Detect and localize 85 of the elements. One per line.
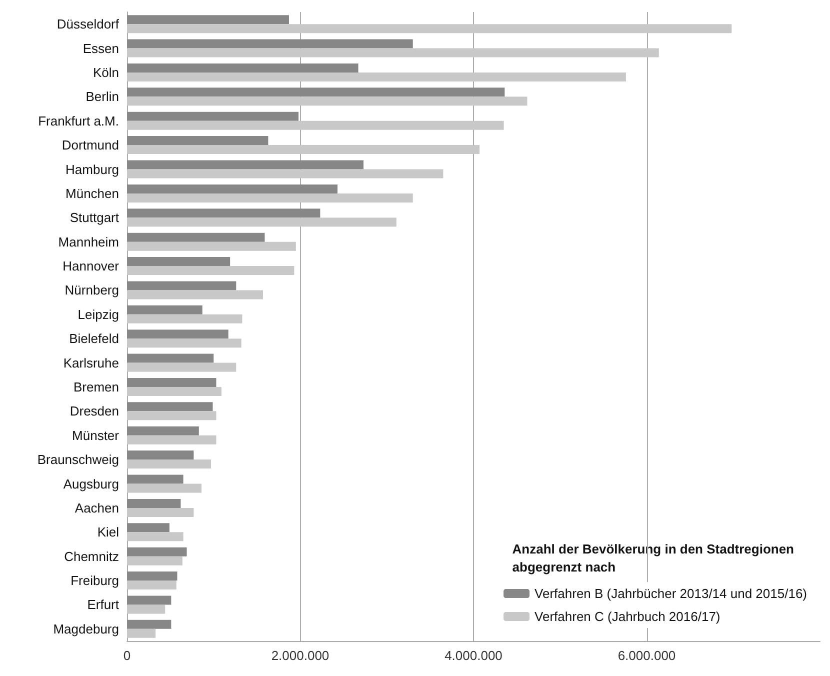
bar (127, 378, 216, 387)
bar (127, 24, 732, 34)
legend-title: Anzahl der Bevölkerung in den Stadtregionen abgegrenzt nach (512, 542, 794, 574)
bar (127, 604, 166, 614)
y-tick-label: Bremen (73, 379, 119, 394)
bar (127, 242, 296, 251)
bar (127, 72, 626, 82)
bar (127, 305, 202, 314)
y-tick-label: Dresden (70, 404, 119, 419)
y-tick-label: Kiel (97, 524, 120, 540)
y-tick-label: Mannheim (58, 234, 119, 250)
y-tick-label: Freiburg (70, 573, 119, 588)
bar (127, 281, 236, 290)
bar (127, 330, 228, 339)
bar (127, 218, 396, 227)
y-tick-label: Köln (92, 64, 119, 80)
y-tick-label: Erfurt (87, 597, 120, 612)
bar (127, 411, 216, 420)
bar (127, 460, 212, 469)
x-tick-label: 2.000.000 (271, 648, 330, 663)
bar (127, 314, 242, 324)
bar (127, 386, 222, 396)
y-tick-label: Augsburg (63, 476, 119, 492)
y-tick-label: Frankfurt a.M. (38, 113, 119, 128)
y-tick-label: München (66, 186, 119, 201)
legend-label: Verfahren B (Jahrbücher 2013/14 und 2015/16) (534, 586, 808, 601)
bar (127, 169, 444, 178)
x-tick-label: 0 (123, 648, 131, 663)
y-tick-label: Aachen (74, 500, 119, 516)
x-tick-label: 4.000.000 (444, 648, 502, 663)
y-tick-label: Stuttgart (70, 210, 120, 226)
y-tick-label: Leipzig (78, 306, 119, 322)
bar (127, 48, 659, 58)
y-tick-label: Hamburg (66, 162, 119, 177)
bar (127, 112, 299, 121)
bar (127, 266, 294, 276)
bar (127, 523, 170, 532)
bar (127, 184, 338, 194)
bar (127, 596, 172, 605)
bar (127, 193, 413, 202)
y-tick-label: Braunschweig (37, 452, 119, 468)
bar (127, 620, 172, 629)
y-tick-label: Karlsruhe (63, 355, 119, 370)
bar (127, 484, 202, 493)
bar (127, 498, 181, 508)
bar (127, 532, 184, 542)
y-tick-label: Münster (72, 428, 120, 443)
bar (127, 435, 216, 444)
bar (127, 402, 213, 412)
bar (127, 628, 156, 638)
bar (127, 88, 505, 97)
y-tick-label: Dortmund (62, 138, 119, 153)
y-tick-label: Hannover (62, 258, 120, 274)
bar (127, 556, 182, 566)
bar (127, 145, 480, 154)
bar (127, 450, 194, 460)
bar (127, 508, 194, 517)
bar (127, 15, 289, 24)
y-tick-label: Düsseldorf (56, 16, 120, 32)
bar (127, 338, 242, 348)
bar (127, 63, 358, 72)
bar (127, 136, 268, 146)
legend-label: Verfahren C (Jahrbuch 2016/17) (534, 609, 720, 624)
bar (127, 208, 320, 218)
y-tick-label: Essen (82, 40, 119, 56)
bar (127, 120, 504, 130)
bar (127, 354, 214, 363)
y-tick-label: Nürnberg (64, 282, 119, 298)
y-tick-label: Chemnitz (64, 548, 119, 564)
bar (127, 290, 263, 300)
x-tick-label: 6.000.000 (618, 648, 676, 663)
bar (127, 580, 176, 590)
bar (127, 474, 184, 484)
bar (127, 232, 265, 242)
y-tick-label: Magdeburg (53, 621, 119, 636)
bar (127, 39, 413, 48)
bar (127, 547, 187, 556)
bar (127, 160, 364, 170)
bar (127, 96, 528, 106)
y-tick-label: Berlin (86, 89, 119, 104)
bar (127, 426, 199, 436)
bar (127, 362, 236, 372)
bar (127, 572, 178, 581)
bar (127, 257, 230, 266)
y-tick-label: Bielefeld (69, 331, 119, 346)
